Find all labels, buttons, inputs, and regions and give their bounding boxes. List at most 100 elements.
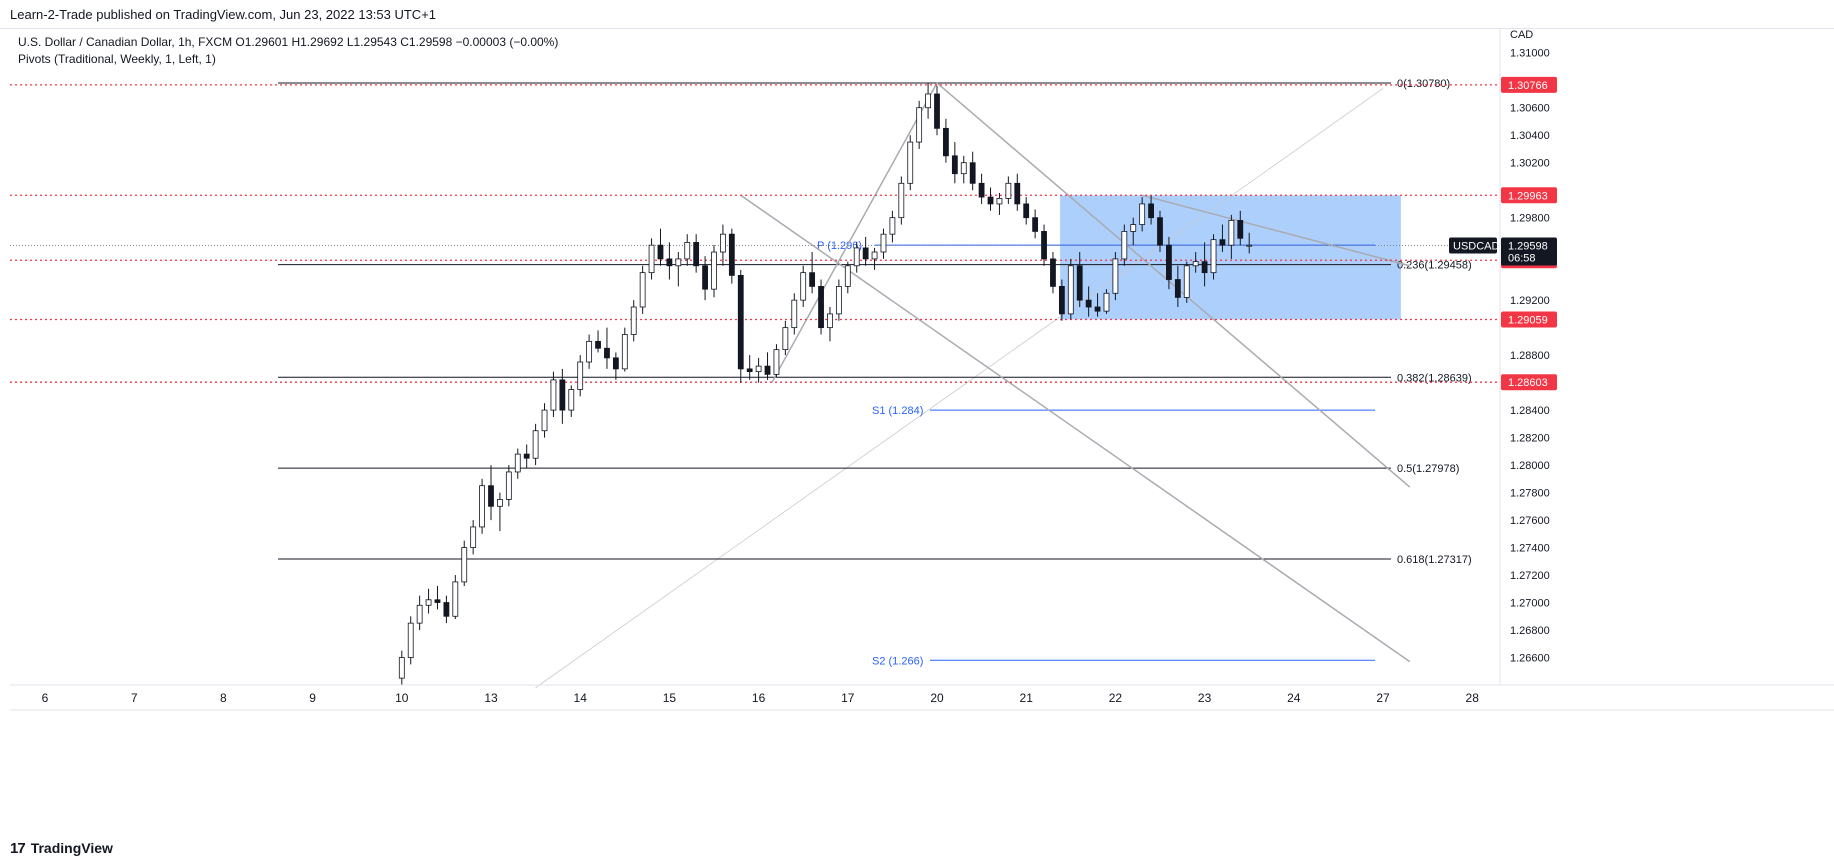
fib-label-0: 0(1.30780): [1397, 78, 1450, 90]
trend-line-3: [1141, 194, 1410, 267]
candle-body: [559, 379, 566, 411]
y-tick-label: 1.26800: [1510, 625, 1550, 637]
candle-body: [737, 275, 744, 370]
candle-body: [835, 286, 842, 315]
candle-body: [1210, 239, 1217, 274]
candle-body: [693, 242, 700, 267]
tradingview-footer[interactable]: 17 TradingView: [10, 838, 113, 858]
symbol-tag-label: USDCAD: [1453, 240, 1500, 252]
symbol-tag-bg: [1449, 237, 1497, 254]
candle-body: [497, 499, 503, 507]
candle-body: [488, 485, 494, 507]
y-tick-label: 1.27000: [1510, 598, 1550, 610]
candle-body: [1148, 203, 1154, 219]
candle-body: [934, 93, 940, 129]
current-price-label: 1.29598: [1508, 240, 1548, 252]
candle-body: [639, 272, 646, 308]
x-tick-label: 28: [1466, 691, 1480, 705]
y-tick-label: 1.27200: [1510, 570, 1550, 582]
candle-body: [844, 265, 851, 287]
candle-body: [889, 217, 896, 235]
y-tick-label: 1.31000: [1510, 48, 1550, 60]
candle-body: [1166, 244, 1172, 280]
candle-body: [612, 357, 619, 370]
chart-area[interactable]: 0(1.30780) 0.236(1.29458) 0.382(1.28639) 0.…: [10, 28, 1834, 823]
y-tick-label: 1.30400: [1510, 130, 1550, 142]
candle-body: [720, 233, 726, 253]
price-tag-bg: [1501, 76, 1557, 93]
candle-body: [809, 272, 816, 287]
candle-body: [1228, 220, 1235, 246]
y-tick-label: 1.26600: [1510, 653, 1550, 665]
candle-body: [1094, 306, 1101, 312]
candle-body: [702, 265, 708, 290]
candle-body: [550, 379, 557, 411]
candle-body: [1130, 224, 1137, 232]
currency-label: CAD: [1510, 29, 1533, 41]
fib-label-0.382: 0.382(1.28639): [1397, 372, 1472, 384]
candle-body: [1076, 265, 1083, 301]
x-tick-label: 8: [220, 691, 227, 705]
fib-trend-line: [535, 88, 1384, 689]
time-axis[interactable]: 6 7 8 9 10 13 14 15 16 17 20 21 22 23 24 27 28: [10, 684, 1834, 711]
candle-body: [916, 107, 923, 143]
trend-lines: [740, 82, 1411, 663]
candle-body: [470, 526, 477, 548]
candle-body: [577, 361, 584, 390]
candle-body: [630, 306, 637, 335]
candle-body: [1121, 231, 1128, 260]
x-tick-label: 17: [841, 691, 855, 705]
candle-body: [443, 602, 450, 617]
y-tick-label: 1.27800: [1510, 488, 1550, 500]
price-tag-bg: [1501, 311, 1557, 328]
x-tick-label: 9: [309, 691, 316, 705]
candle-body: [461, 547, 468, 583]
candle-body: [791, 299, 798, 329]
x-tick-label: 6: [42, 691, 49, 705]
candle-body: [960, 162, 967, 175]
price-chart[interactable]: 0(1.30780) 0.236(1.29458) 0.382(1.28639) 0.…: [10, 28, 1834, 823]
candle-body: [1058, 286, 1065, 315]
x-tick-label: 27: [1376, 691, 1390, 705]
price-tag-label: 1.29059: [1508, 315, 1548, 327]
candle-body: [416, 604, 423, 624]
candle-body: [969, 162, 976, 184]
candle-body: [1183, 265, 1190, 298]
candle-body: [827, 313, 833, 329]
candle-body: [1237, 220, 1244, 239]
x-tick-label: 20: [930, 691, 944, 705]
price-axis[interactable]: CAD 1.31000 1.30600 1.30400 1.30200 1.29800 1.…: [1449, 28, 1557, 685]
candle-body: [1032, 217, 1039, 232]
current-price-tag-bg: [1501, 237, 1557, 266]
candle-body: [818, 286, 824, 329]
candle-body: [1174, 279, 1181, 298]
candle-body: [711, 251, 717, 290]
candle-body: [880, 233, 887, 253]
candle-body: [666, 258, 673, 267]
y-tick-label: 1.27400: [1510, 543, 1550, 555]
brand-label: TradingView: [30, 840, 113, 856]
candle-body: [541, 409, 548, 432]
candle-body: [925, 93, 931, 109]
x-tick-label: 24: [1287, 691, 1301, 705]
candle-body: [1023, 203, 1030, 219]
candle-body: [800, 272, 807, 301]
candle-body: [987, 196, 994, 205]
price-tag-label: 1.29963: [1508, 190, 1548, 202]
candle-body: [452, 581, 459, 617]
x-tick-label: 13: [484, 691, 498, 705]
x-tick-label: 15: [663, 691, 677, 705]
candle-body: [434, 599, 441, 603]
x-tick-label: 22: [1109, 691, 1123, 705]
x-tick-label: 10: [395, 691, 409, 705]
candle-body: [684, 242, 691, 260]
candle-body: [755, 365, 762, 373]
candle-body: [621, 334, 628, 370]
range-box: [1060, 195, 1401, 320]
candle-body: [1112, 258, 1119, 294]
candle-body: [398, 657, 405, 679]
candle-body: [1103, 292, 1110, 312]
candle-body: [1139, 203, 1146, 225]
x-tick-label: 21: [1020, 691, 1034, 705]
candle-body: [907, 141, 914, 184]
